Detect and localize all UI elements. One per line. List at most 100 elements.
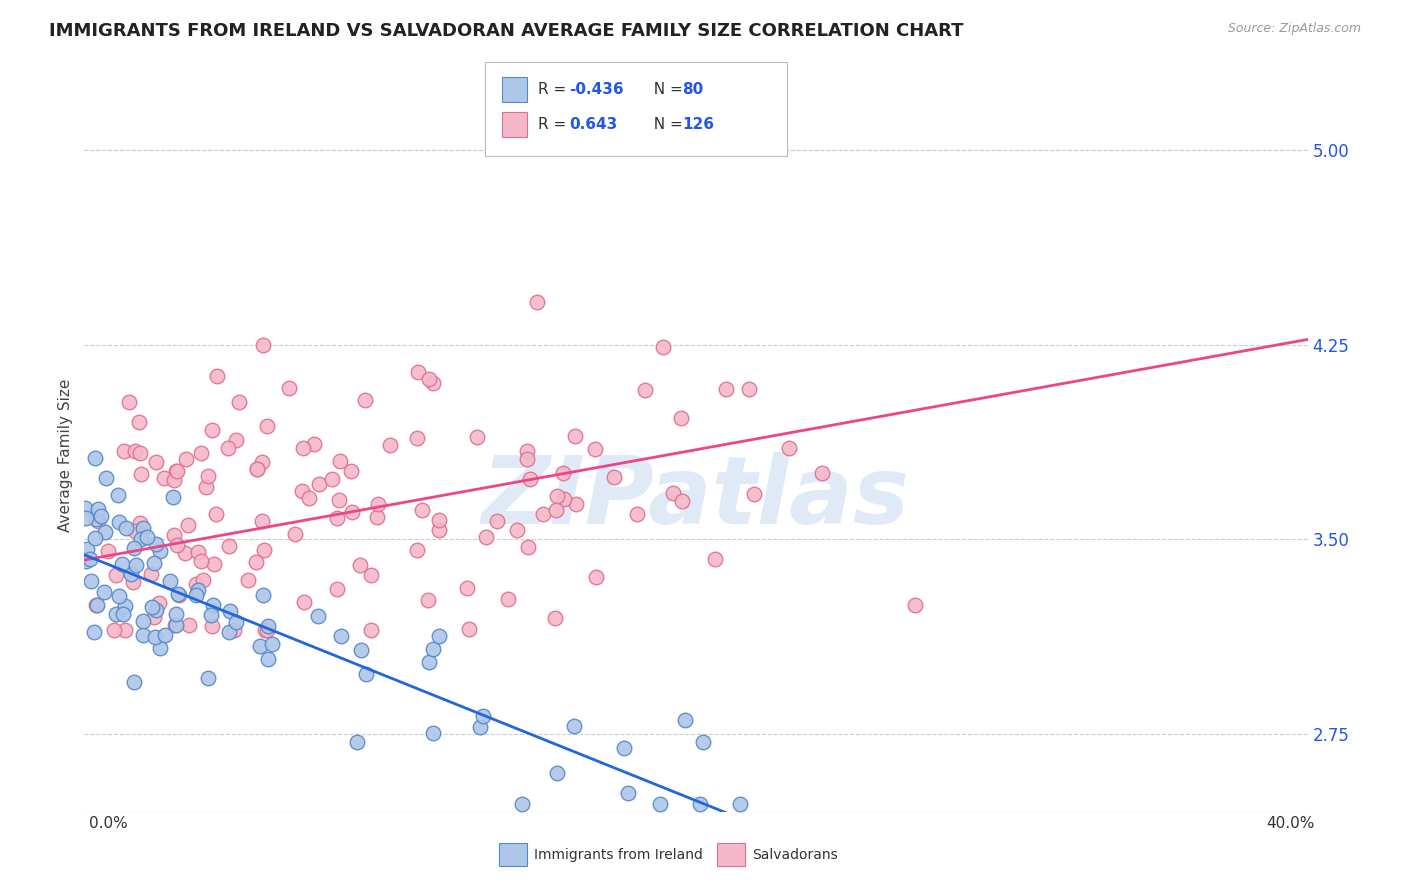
Point	[165, 607, 187, 621]
Point	[110, 558, 132, 572]
Point	[339, 464, 361, 478]
Point	[367, 497, 389, 511]
Point	[456, 581, 478, 595]
Point	[132, 615, 155, 629]
Point	[253, 623, 276, 637]
Point	[671, 494, 693, 508]
Point	[225, 433, 247, 447]
Point	[128, 446, 150, 460]
Point	[246, 461, 269, 475]
Point	[79, 574, 101, 588]
Text: R =: R =	[538, 82, 572, 96]
Point	[662, 486, 685, 500]
Point	[689, 797, 711, 811]
Point	[162, 490, 184, 504]
Point	[87, 502, 110, 516]
Point	[531, 507, 554, 521]
Point	[257, 619, 280, 633]
Point	[427, 524, 450, 538]
Point	[472, 709, 495, 723]
Point	[114, 599, 136, 614]
Point	[149, 544, 172, 558]
Point	[328, 493, 350, 508]
Point	[202, 557, 225, 571]
Point	[200, 607, 222, 622]
Point	[307, 608, 329, 623]
Point	[176, 451, 198, 466]
Point	[166, 538, 188, 552]
Point	[139, 567, 162, 582]
Point	[142, 556, 165, 570]
Point	[193, 573, 215, 587]
Text: IMMIGRANTS FROM IRELAND VS SALVADORAN AVERAGE FAMILY SIZE CORRELATION CHART: IMMIGRANTS FROM IRELAND VS SALVADORAN AV…	[49, 22, 963, 40]
Point	[201, 423, 224, 437]
Point	[475, 530, 498, 544]
Point	[340, 504, 363, 518]
Point	[93, 584, 115, 599]
Point	[262, 637, 284, 651]
Point	[84, 531, 107, 545]
Point	[205, 369, 228, 384]
Point	[111, 607, 134, 621]
Point	[108, 515, 131, 529]
Point	[250, 454, 273, 468]
Point	[742, 487, 765, 501]
Point	[350, 642, 373, 657]
Point	[651, 341, 673, 355]
Text: Immigrants from Ireland: Immigrants from Ireland	[534, 847, 703, 862]
Point	[256, 419, 278, 434]
Point	[519, 472, 541, 486]
Point	[174, 546, 197, 560]
Point	[360, 623, 382, 637]
Point	[190, 446, 212, 460]
Point	[184, 588, 207, 602]
Point	[418, 372, 440, 386]
Point	[515, 443, 537, 458]
Point	[186, 576, 208, 591]
Point	[810, 466, 832, 480]
Point	[115, 521, 138, 535]
Point	[292, 595, 315, 609]
Text: N =: N =	[644, 118, 688, 132]
Point	[218, 539, 240, 553]
Point	[217, 441, 239, 455]
Point	[222, 623, 245, 637]
Point	[87, 514, 110, 528]
Point	[249, 639, 271, 653]
Point	[124, 443, 146, 458]
Text: 0.0%: 0.0%	[89, 816, 128, 831]
Point	[326, 582, 349, 596]
Point	[692, 734, 714, 748]
Point	[457, 622, 479, 636]
Point	[187, 582, 209, 597]
Point	[546, 766, 568, 780]
Point	[149, 640, 172, 655]
Point	[128, 516, 150, 530]
Point	[291, 483, 314, 498]
Point	[427, 629, 450, 643]
Point	[79, 551, 101, 566]
Text: Source: ZipAtlas.com: Source: ZipAtlas.com	[1227, 22, 1361, 36]
Point	[468, 720, 491, 734]
Point	[145, 603, 167, 617]
Point	[418, 655, 440, 669]
Point	[148, 596, 170, 610]
Point	[354, 667, 377, 681]
Point	[292, 441, 315, 455]
Point	[321, 473, 343, 487]
Point	[634, 384, 657, 398]
Point	[125, 558, 148, 573]
Text: 126: 126	[682, 118, 714, 132]
Point	[143, 609, 166, 624]
Point	[626, 507, 648, 521]
Text: R =: R =	[538, 118, 572, 132]
Point	[124, 524, 146, 538]
Point	[406, 366, 429, 380]
Point	[564, 429, 586, 443]
Point	[553, 466, 575, 480]
Point	[422, 641, 444, 656]
Point	[714, 382, 737, 396]
Point	[75, 511, 97, 525]
Point	[162, 473, 184, 487]
Point	[73, 501, 96, 516]
